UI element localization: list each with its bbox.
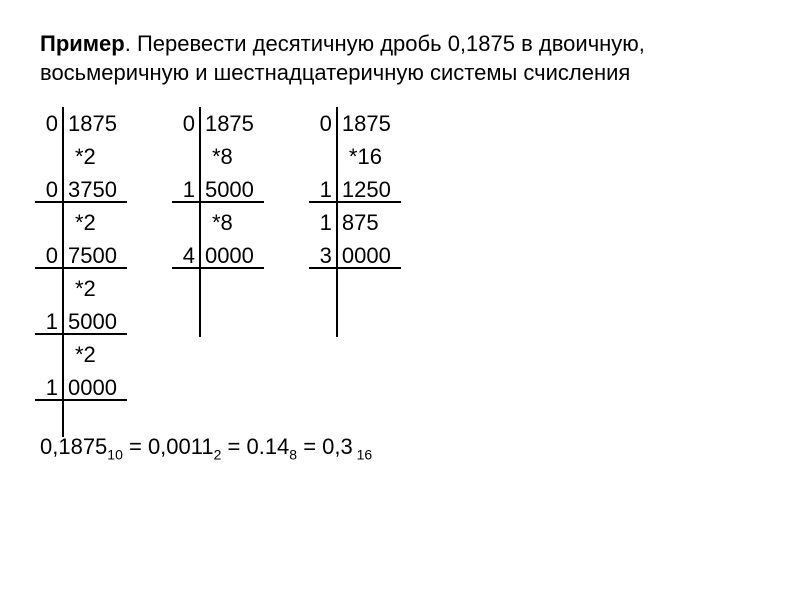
multiplier-row: *2 (40, 206, 117, 239)
fraction-part: 1875 (334, 107, 391, 140)
integer-part: 0 (314, 107, 334, 140)
calc-row: 01875 (177, 107, 254, 140)
multiplier-row: *2 (40, 272, 117, 305)
underline (172, 267, 264, 269)
title-text: . Перевести десятичную дробь 0,1875 в дв… (40, 31, 645, 85)
underline (309, 201, 401, 203)
result-text: = 0,3 (297, 434, 353, 459)
underline (35, 267, 127, 269)
fraction-part: 1875 (197, 107, 254, 140)
integer-part: 0 (40, 107, 60, 140)
result-text: 0,1875 (40, 434, 107, 459)
calculations-container: 01875*203750*207500*215000*21000001875*8… (40, 107, 760, 404)
result-subscript: 10 (107, 447, 123, 463)
title: Пример. Перевести десятичную дробь 0,187… (40, 30, 760, 87)
underline (35, 201, 127, 203)
integer-part: 0 (177, 107, 197, 140)
vertical-separator (199, 107, 201, 337)
result-subscript: 8 (289, 447, 297, 463)
fraction-part: 1875 (60, 107, 117, 140)
multiplier-row: *8 (177, 140, 254, 173)
underline (309, 267, 401, 269)
multiplier-row: *16 (314, 140, 391, 173)
multiplier-row: *2 (40, 140, 117, 173)
result-text: = 0,0011 (123, 434, 214, 459)
calc-column-0: 01875*203750*207500*215000*210000 (40, 107, 117, 404)
fraction-part: 875 (334, 206, 379, 239)
title-bold: Пример (40, 31, 125, 56)
result-line: 0,187510 = 0,00112 = 0.148 = 0,3 16 (40, 434, 760, 462)
calc-row: 1875 (314, 206, 391, 239)
multiplier-row: *8 (177, 206, 254, 239)
result-text: = 0.14 (221, 434, 289, 459)
underline (35, 333, 127, 335)
result-subscript: 16 (353, 447, 372, 463)
integer-part: 1 (314, 206, 334, 239)
calc-column-1: 01875*815000*840000 (177, 107, 254, 404)
underline (35, 399, 127, 401)
multiplier-row: *2 (40, 338, 117, 371)
calc-row: 01875 (314, 107, 391, 140)
underline (172, 201, 264, 203)
calc-row: 01875 (40, 107, 117, 140)
calc-column-2: 01875*1611250187530000 (314, 107, 391, 404)
